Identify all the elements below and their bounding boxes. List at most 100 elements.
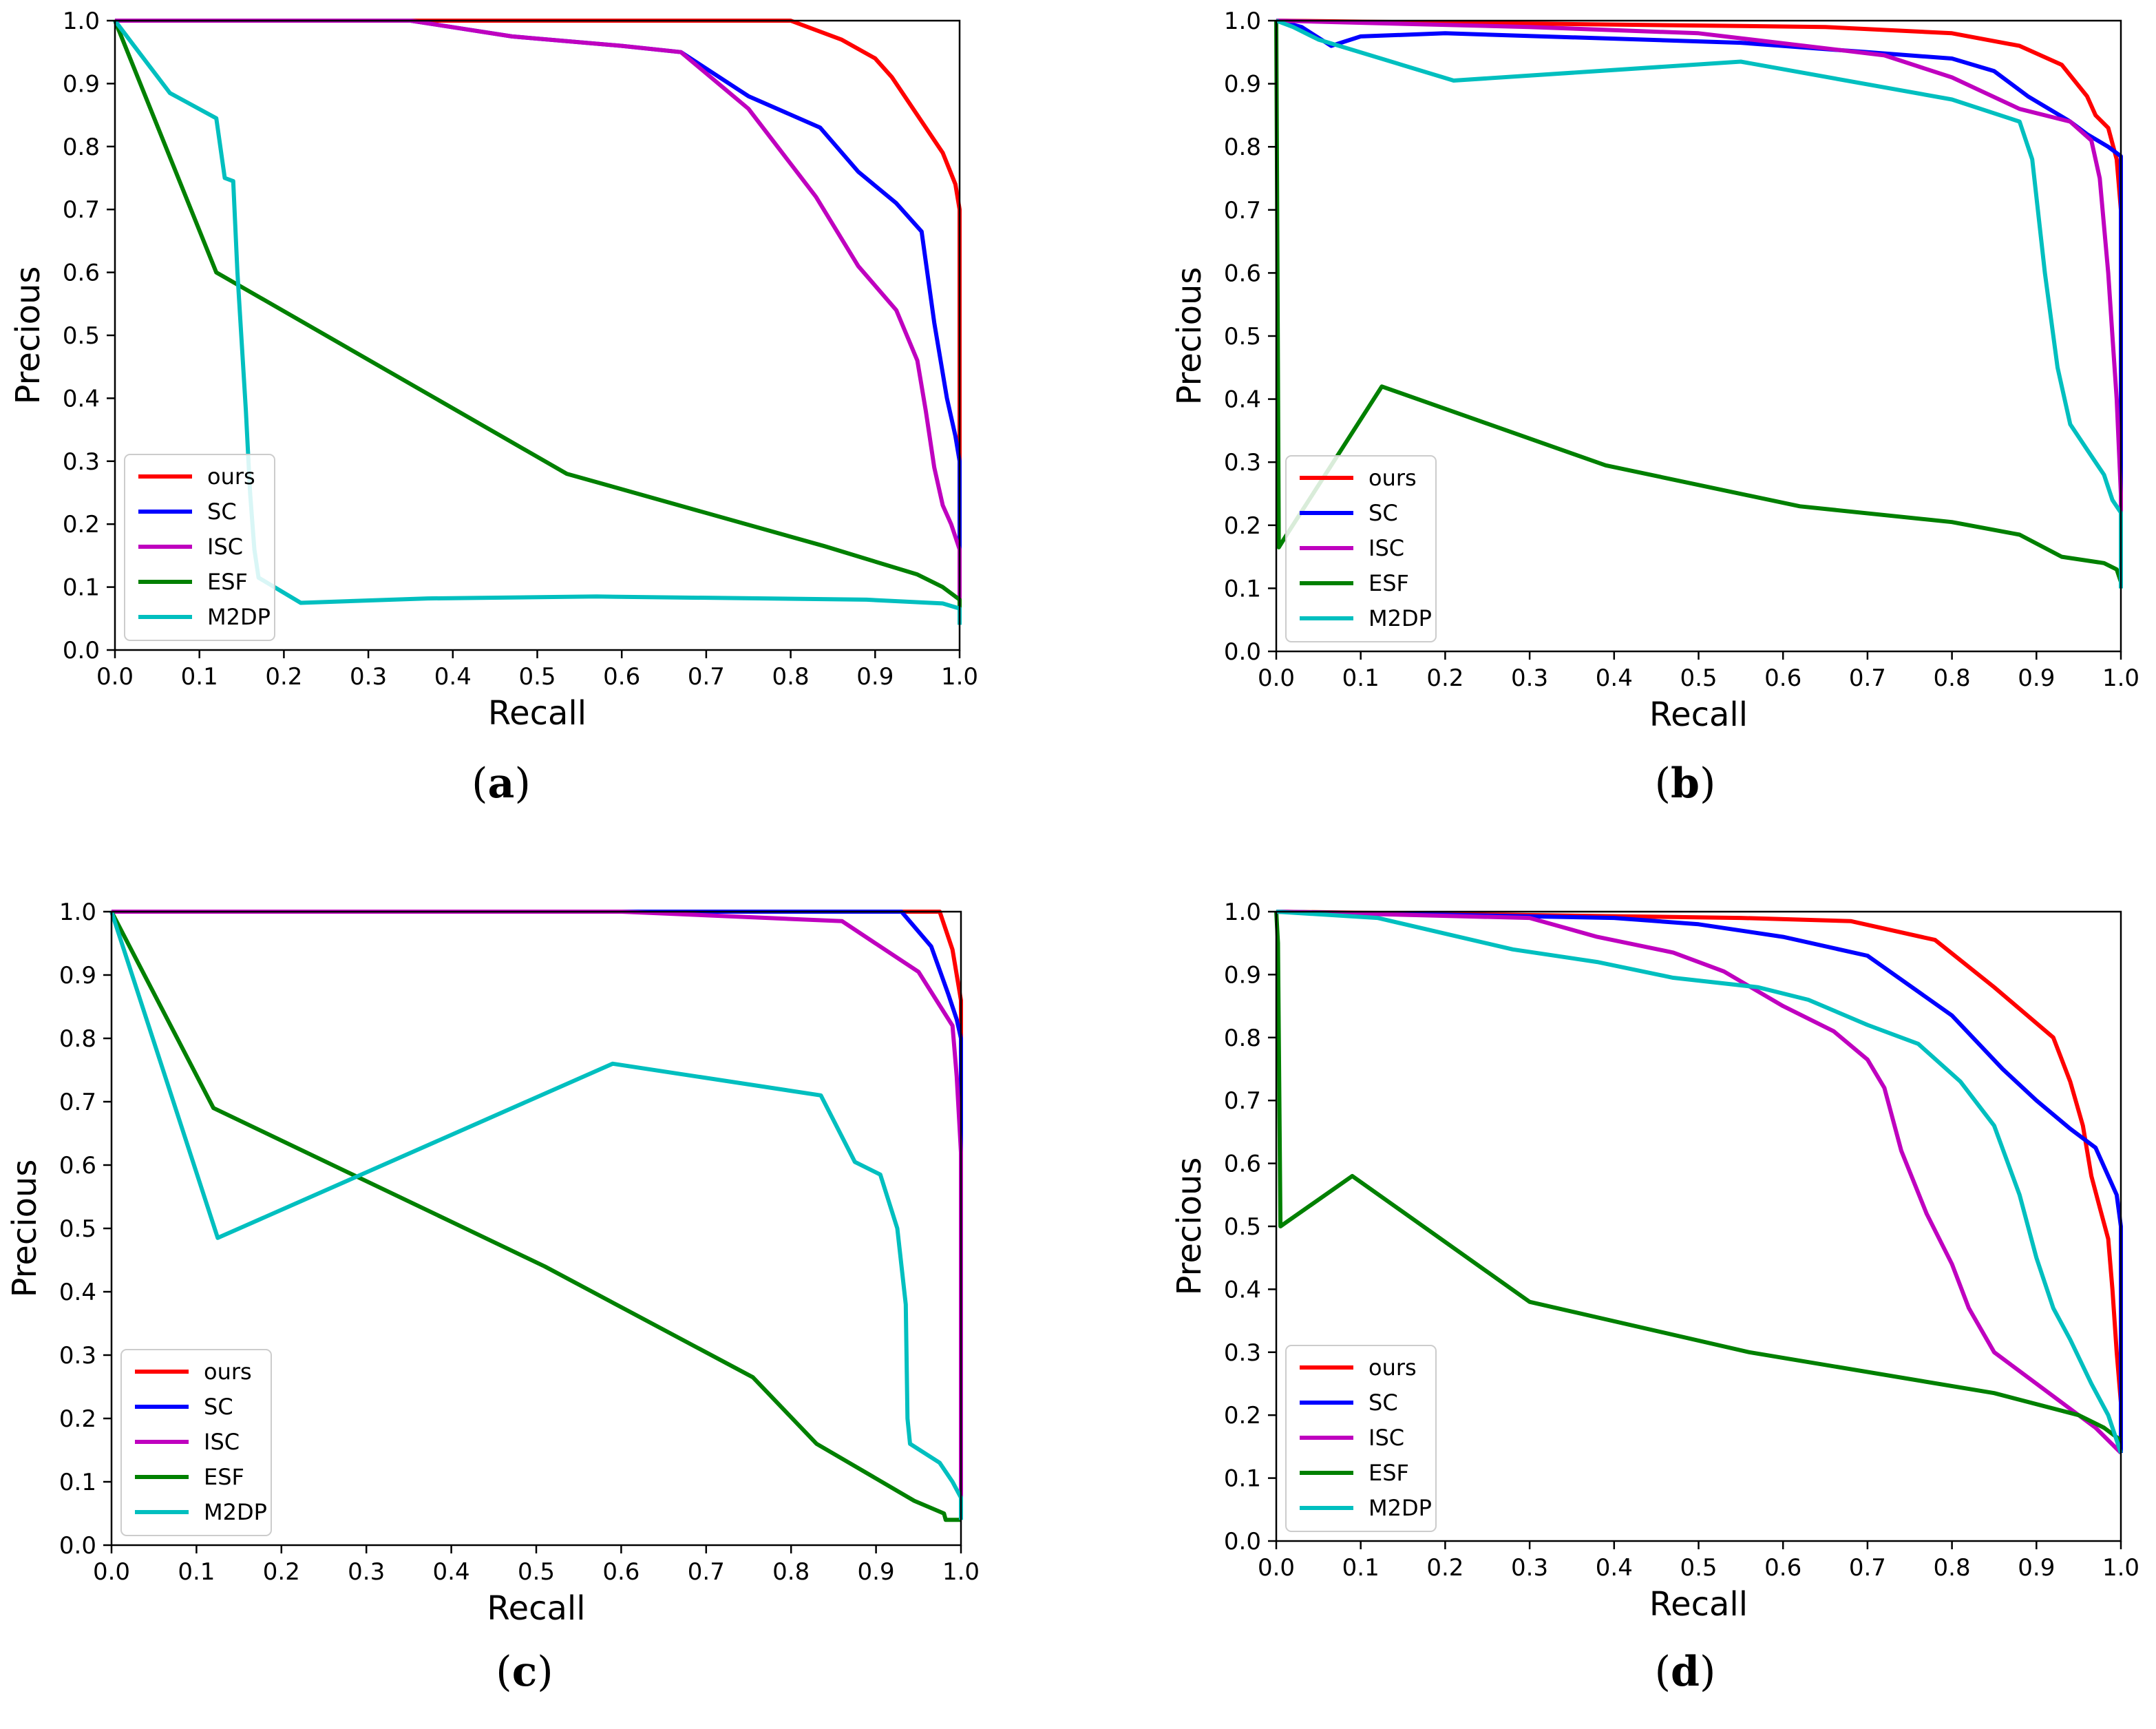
- y-tick-label: 0.6: [59, 1152, 96, 1180]
- x-tick-label: 0.2: [1426, 1554, 1463, 1582]
- x-tick-label: 0.0: [93, 1558, 130, 1586]
- legend-label-m2dp: M2DP: [207, 604, 271, 630]
- series-line-ours: [115, 19, 962, 619]
- legend-label-m2dp: M2DP: [204, 1499, 267, 1525]
- x-tick-label: 0.8: [1934, 1554, 1971, 1582]
- panel-caption: (c): [496, 1648, 553, 1696]
- legend: ours SC ISC ESF M2DP: [124, 454, 275, 641]
- y-tick-label: 1.0: [1224, 899, 1261, 926]
- y-tick-label: 0.7: [1224, 197, 1261, 224]
- y-tick-label: 0.2: [1224, 1402, 1261, 1429]
- y-tick-label: 0.7: [59, 1089, 96, 1116]
- x-tick-label: 0.2: [265, 663, 302, 691]
- y-tick-label: 0.0: [1224, 638, 1261, 666]
- y-tick-label: 0.6: [1224, 260, 1261, 287]
- x-tick-label: 0.9: [856, 663, 894, 691]
- x-tick-label: 0.1: [1342, 664, 1380, 692]
- y-tick-label: 0.8: [63, 134, 100, 161]
- legend: ours SC ISC ESF M2DP: [1285, 1345, 1437, 1532]
- x-tick-label: 0.2: [1426, 664, 1463, 692]
- legend-label-sc: SC: [207, 499, 237, 525]
- y-tick-label: 0.1: [63, 574, 100, 602]
- x-tick-label: 0.8: [1934, 664, 1971, 692]
- x-axis-label: Recall: [487, 1589, 585, 1628]
- series-line-ours: [1276, 910, 2123, 1453]
- legend: ours SC ISC ESF M2DP: [1285, 455, 1437, 642]
- series-lines: [1274, 910, 2123, 1455]
- y-tick-label: 0.1: [59, 1469, 96, 1496]
- x-tick-label: 0.9: [2018, 1554, 2055, 1582]
- series-line-m2dp: [109, 911, 963, 1520]
- panel-caption: (a): [472, 759, 531, 808]
- y-tick-label: 0.9: [1224, 71, 1261, 98]
- x-tick-label: 0.4: [433, 1558, 470, 1586]
- y-tick-label: 0.7: [1224, 1087, 1261, 1115]
- legend-box: [1285, 1345, 1437, 1532]
- x-tick-label: 0.2: [263, 1558, 300, 1586]
- legend-label-m2dp: M2DP: [1368, 605, 1432, 631]
- x-tick-label: 0.7: [1849, 664, 1886, 692]
- y-tick-label: 0.2: [1224, 512, 1261, 540]
- legend-label-esf: ESF: [204, 1464, 244, 1490]
- x-tick-label: 0.6: [1764, 664, 1801, 692]
- x-tick-label: 0.1: [1342, 1554, 1380, 1582]
- series-line-isc: [115, 19, 962, 619]
- y-tick-label: 0.9: [63, 70, 100, 98]
- legend-label-isc: ISC: [204, 1429, 240, 1455]
- x-tick-label: 0.3: [348, 1558, 385, 1586]
- y-tick-label: 0.1: [1224, 575, 1261, 602]
- x-axis-label: Recall: [1649, 1585, 1748, 1624]
- legend-label-esf: ESF: [1368, 570, 1409, 596]
- y-tick-label: 1.0: [63, 8, 100, 35]
- legend-label-isc: ISC: [1368, 1425, 1404, 1451]
- series-line-m2dp: [1276, 910, 2123, 1454]
- y-tick-label: 0.0: [1224, 1528, 1261, 1555]
- y-tick-label: 0.6: [1224, 1151, 1261, 1178]
- y-tick-label: 0.6: [63, 260, 100, 287]
- x-tick-label: 0.1: [178, 1558, 215, 1586]
- y-tick-label: 0.2: [59, 1405, 96, 1433]
- x-tick-label: 1.0: [2102, 1554, 2139, 1582]
- series-line-esf: [1274, 911, 2122, 1443]
- legend: ours SC ISC ESF M2DP: [120, 1349, 272, 1536]
- y-tick-label: 0.9: [1224, 961, 1261, 989]
- series-line-esf: [1274, 20, 2123, 589]
- y-axis-label: Precious: [1170, 267, 1209, 406]
- legend-label-esf: ESF: [207, 569, 248, 595]
- series-line-sc: [1276, 910, 2123, 1453]
- legend-label-sc: SC: [204, 1394, 233, 1420]
- y-tick-label: 0.9: [59, 962, 96, 989]
- x-tick-label: 0.5: [518, 663, 556, 691]
- y-tick-label: 0.4: [59, 1279, 96, 1306]
- y-axis-label: Precious: [9, 266, 47, 405]
- x-tick-label: 1.0: [941, 663, 978, 691]
- panel-a: 0.0 0.1 0.2 0.3 0.4 0.5 0.6 0.7 0.8 0.9 1.0 0.0 0.1 0…: [9, 8, 978, 808]
- series-line-esf: [113, 19, 962, 619]
- legend-box: [124, 454, 275, 641]
- x-tick-label: 0.9: [858, 1558, 895, 1586]
- legend-label-isc: ISC: [1368, 535, 1404, 561]
- x-axis-label: Recall: [1649, 695, 1748, 734]
- legend-label-ours: ours: [207, 463, 255, 490]
- y-tick-label: 1.0: [1224, 8, 1261, 35]
- y-tick-label: 0.5: [1224, 323, 1261, 350]
- x-tick-label: 0.7: [1849, 1554, 1886, 1582]
- y-tick-label: 0.7: [63, 196, 100, 224]
- y-tick-label: 0.8: [1224, 1025, 1261, 1052]
- y-tick-label: 0.0: [59, 1532, 96, 1560]
- legend-label-isc: ISC: [207, 534, 243, 560]
- legend-label-m2dp: M2DP: [1368, 1495, 1432, 1521]
- y-tick-label: 0.8: [1224, 134, 1261, 161]
- x-tick-label: 0.3: [1511, 1554, 1548, 1582]
- x-tick-label: 0.0: [1258, 664, 1295, 692]
- series-line-isc: [1276, 19, 2123, 563]
- y-tick-label: 0.1: [1224, 1465, 1261, 1493]
- legend-label-sc: SC: [1368, 500, 1398, 526]
- panel-c: 0.0 0.1 0.2 0.3 0.4 0.5 0.6 0.7 0.8 0.9 1.0 0.0 0.1 0…: [6, 899, 980, 1696]
- x-tick-label: 0.7: [688, 663, 725, 691]
- x-tick-label: 0.6: [602, 1558, 640, 1586]
- panel-d: 0.0 0.1 0.2 0.3 0.4 0.5 0.6 0.7 0.8 0.9 1.0 0.0 0.1 0…: [1170, 899, 2139, 1696]
- legend-box: [120, 1349, 272, 1536]
- y-tick-label: 0.0: [63, 637, 100, 664]
